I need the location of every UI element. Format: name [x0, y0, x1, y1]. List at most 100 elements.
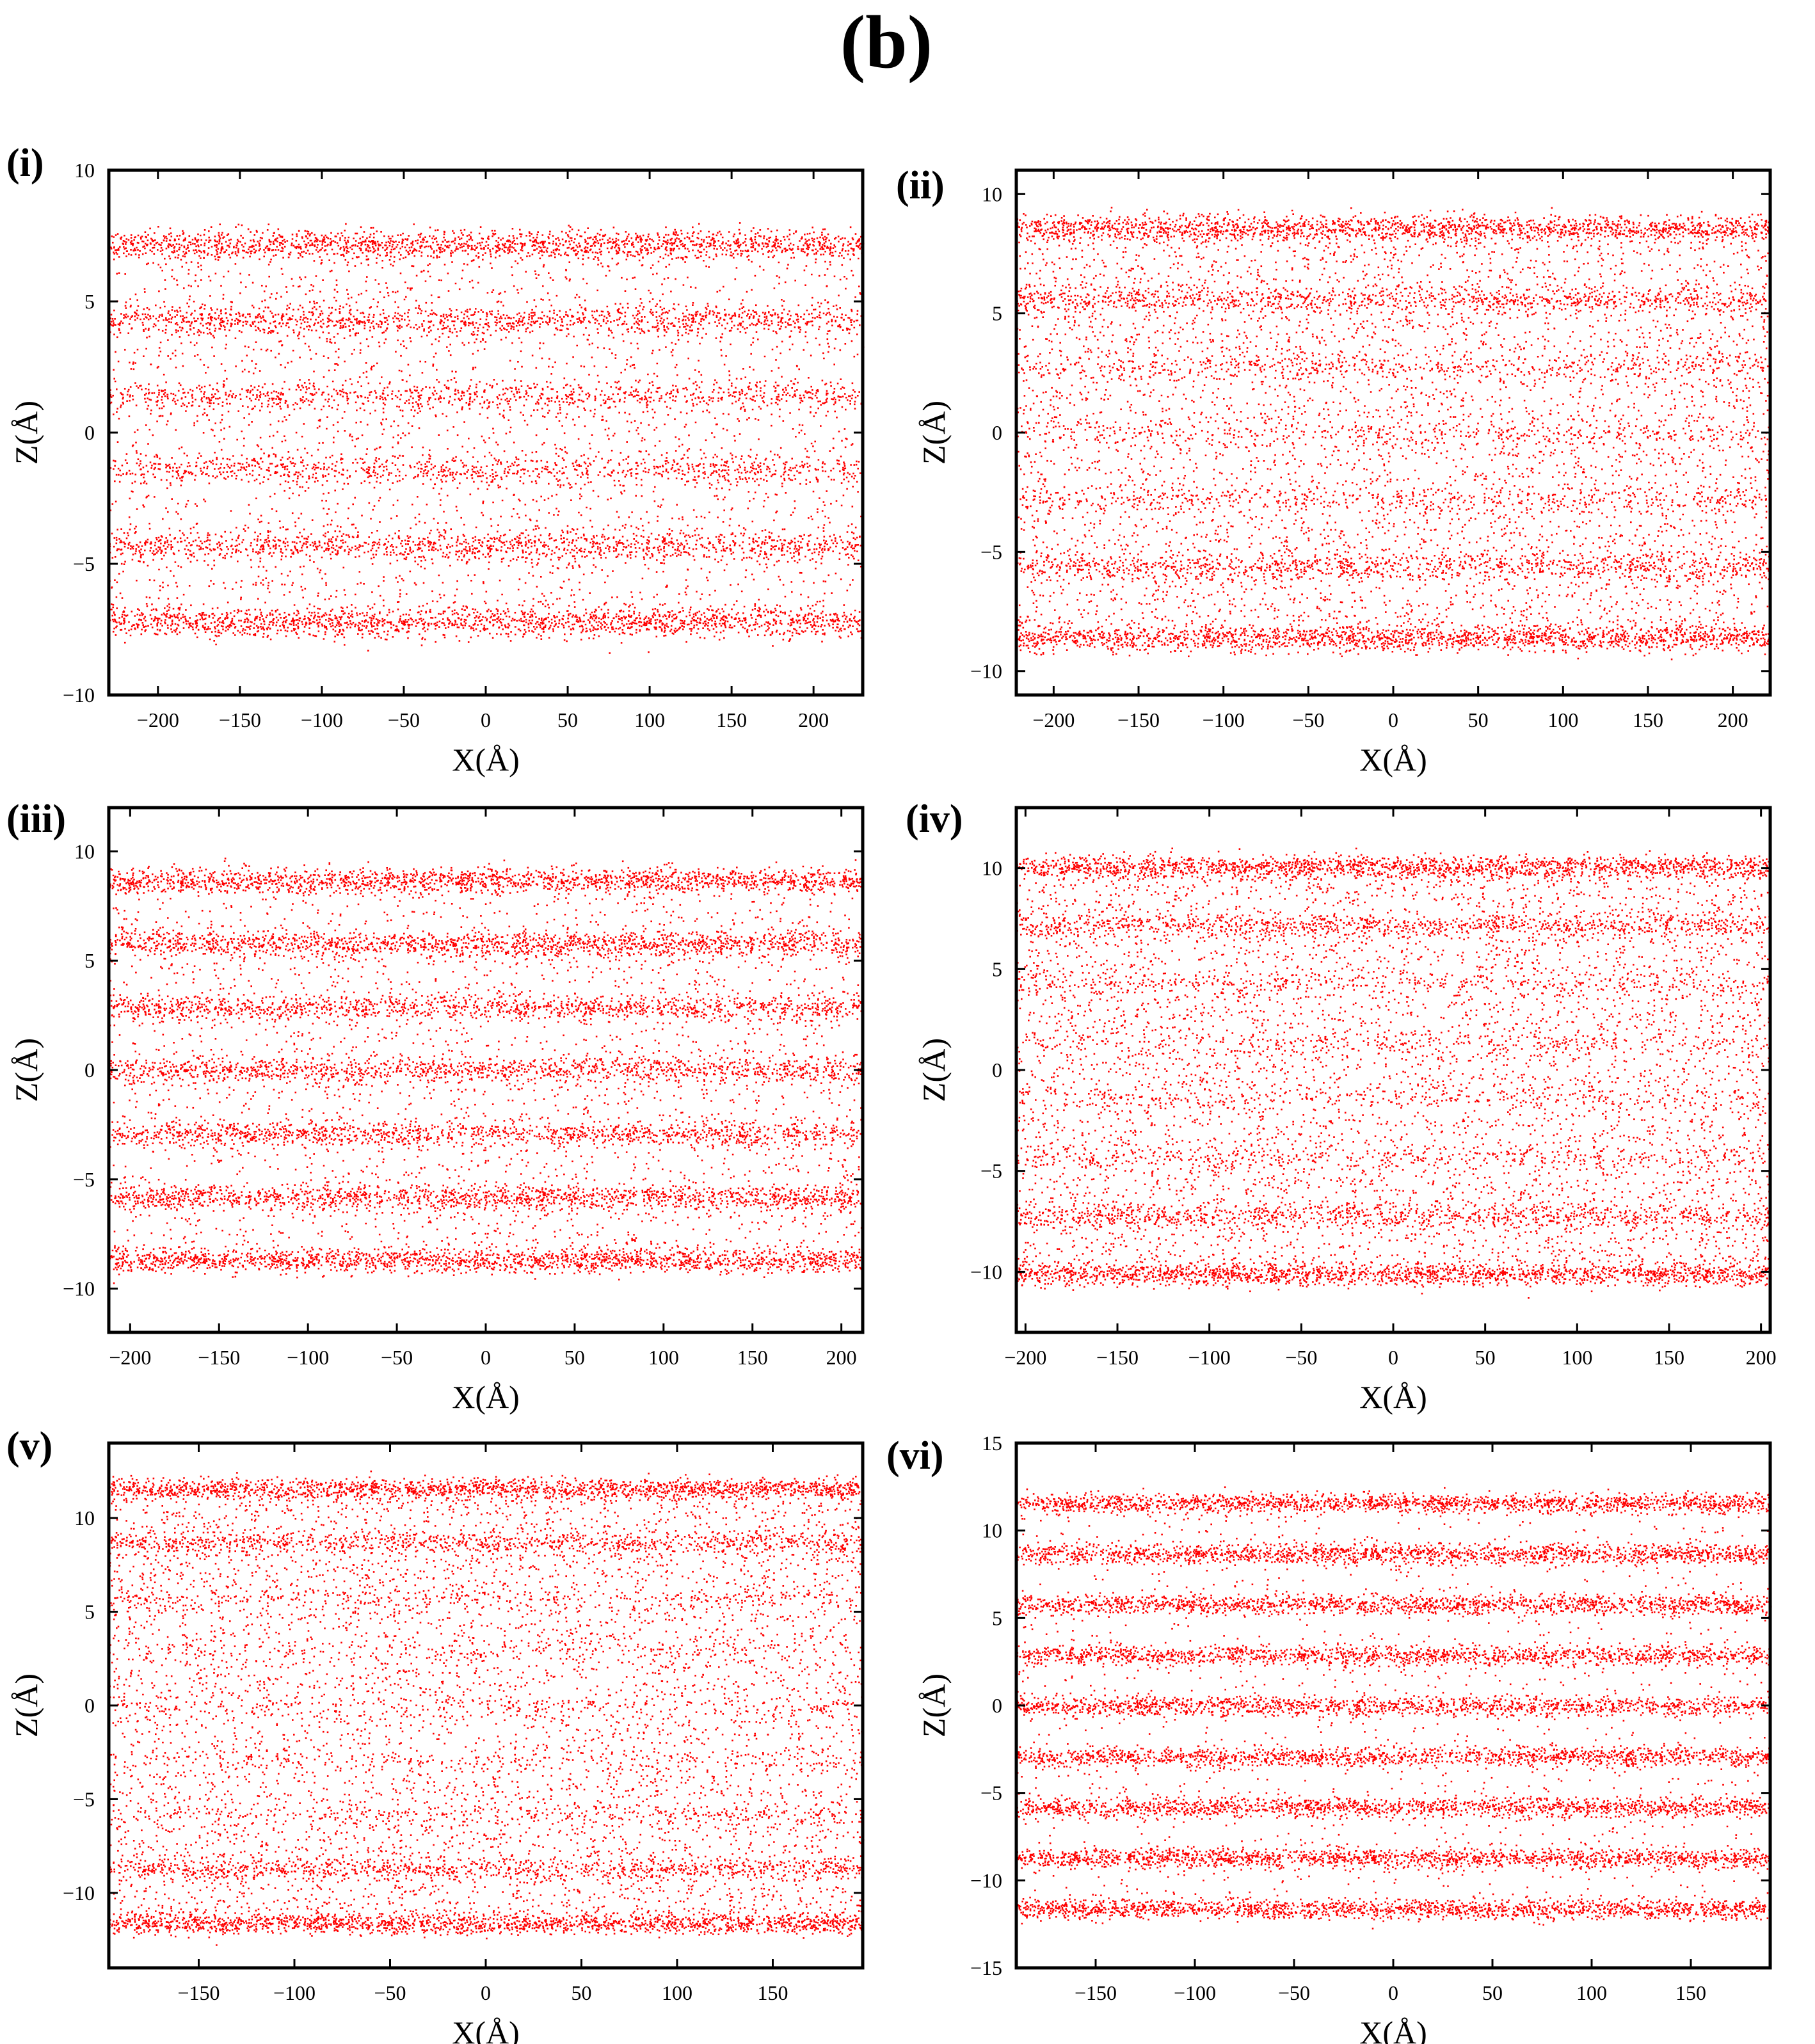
- y-tick-label: 0: [992, 421, 1002, 444]
- x-axis-label: X(Å): [1359, 1379, 1427, 1415]
- x-tick-label: 100: [1547, 708, 1578, 731]
- x-tick-label: 0: [1388, 1346, 1398, 1369]
- x-axis-label: X(Å): [452, 2015, 520, 2044]
- x-tick-label: −150: [1096, 1346, 1139, 1369]
- x-axis-label: X(Å): [1359, 742, 1427, 778]
- x-tick-label: −100: [287, 1346, 329, 1369]
- y-axis-label: Z(Å): [8, 1673, 44, 1737]
- panel-label: (i): [6, 141, 44, 185]
- y-tick-label: 10: [982, 1519, 1002, 1542]
- x-tick-label: 0: [481, 1981, 491, 2004]
- scatter-points: [109, 222, 865, 654]
- y-tick-label: −5: [73, 552, 95, 575]
- x-tick-label: 100: [634, 708, 665, 731]
- y-tick-label: 0: [84, 1694, 95, 1717]
- x-tick-label: −150: [1075, 1981, 1117, 2004]
- y-tick-label: 5: [84, 290, 95, 313]
- x-tick-label: 200: [1746, 1346, 1777, 1369]
- x-tick-label: 50: [1482, 1981, 1503, 2004]
- y-axis-label: Z(Å): [916, 1673, 952, 1737]
- y-tick-label: 5: [84, 949, 95, 972]
- scatter-points: [1016, 207, 1772, 660]
- x-tick-label: 150: [737, 1346, 768, 1369]
- x-tick-label: 150: [757, 1981, 788, 2004]
- panel-label: (iv): [906, 797, 963, 841]
- x-tick-label: 0: [481, 708, 491, 731]
- x-tick-label: −100: [1203, 708, 1245, 731]
- y-axis-label: Z(Å): [8, 1038, 44, 1102]
- x-tick-label: −50: [374, 1981, 406, 2004]
- y-axis-label: Z(Å): [916, 1038, 952, 1102]
- y-tick-label: 5: [992, 957, 1002, 980]
- x-tick-label: 200: [798, 708, 829, 731]
- y-tick-label: 0: [84, 421, 95, 444]
- x-tick-label: 100: [1562, 1346, 1592, 1369]
- plot-frame: [107, 1441, 865, 1970]
- y-tick-label: −5: [980, 540, 1002, 563]
- x-tick-label: −200: [137, 708, 179, 731]
- x-tick-label: −150: [1117, 708, 1160, 731]
- x-tick-label: −50: [1278, 1981, 1310, 2004]
- x-tick-label: 150: [1654, 1346, 1684, 1369]
- y-tick-label: 10: [982, 182, 1002, 205]
- y-tick-label: 0: [84, 1058, 95, 1082]
- x-tick-label: −100: [273, 1981, 316, 2004]
- y-tick-label: −10: [970, 1869, 1002, 1892]
- x-tick-label: 150: [716, 708, 747, 731]
- y-tick-label: 5: [992, 302, 1002, 325]
- x-tick-label: 0: [481, 1346, 491, 1369]
- x-axis-label: X(Å): [1359, 2015, 1427, 2044]
- x-tick-label: 50: [1475, 1346, 1496, 1369]
- y-axis-label: Z(Å): [916, 401, 952, 465]
- x-tick-label: −100: [301, 708, 343, 731]
- panel-label: (v): [6, 1425, 52, 1468]
- panel-label: (vi): [886, 1434, 944, 1478]
- x-tick-label: 200: [1718, 708, 1748, 731]
- x-tick-label: 200: [826, 1346, 857, 1369]
- scatter-points: [109, 858, 865, 1284]
- y-tick-label: 10: [74, 1506, 95, 1529]
- x-tick-label: 50: [1468, 708, 1489, 731]
- x-tick-label: −100: [1188, 1346, 1231, 1369]
- y-tick-label: −10: [63, 1277, 95, 1300]
- chart-panel: −150 −100 −50 0 50 100 150−15−10−5051015X(Å)Z(…: [886, 1432, 1772, 2044]
- x-axis-label: X(Å): [452, 742, 520, 778]
- x-tick-label: −50: [1292, 708, 1324, 731]
- y-tick-label: −10: [63, 1881, 95, 1904]
- y-tick-label: −10: [970, 660, 1002, 683]
- x-axis-label: X(Å): [452, 1379, 520, 1415]
- y-axis-label: Z(Å): [8, 401, 44, 465]
- x-tick-label: −200: [1004, 1346, 1046, 1369]
- x-tick-label: 0: [1388, 1981, 1398, 2004]
- x-tick-label: 50: [557, 708, 578, 731]
- x-tick-label: 100: [662, 1981, 692, 2004]
- y-tick-label: 0: [992, 1058, 1002, 1082]
- x-tick-label: −200: [1032, 708, 1075, 731]
- y-tick-label: 0: [992, 1694, 1002, 1717]
- y-tick-label: −10: [970, 1260, 1002, 1283]
- y-tick-label: −5: [73, 1168, 95, 1191]
- x-tick-label: −150: [219, 708, 261, 731]
- y-tick-label: −5: [980, 1160, 1002, 1183]
- scatter-points: [109, 1470, 865, 1946]
- x-tick-label: −50: [1285, 1346, 1317, 1369]
- x-tick-label: 150: [1633, 708, 1663, 731]
- chart-panel: −200 −150 −100 −50 0 50 100 150 200−10−50510X(Å)…: [6, 797, 865, 1415]
- x-tick-label: −200: [109, 1346, 151, 1369]
- y-tick-label: −5: [73, 1787, 95, 1810]
- x-tick-label: 100: [648, 1346, 679, 1369]
- chart-panel: −200 −150 −100 −50 0 50 100 150 200−10−50510X(Å)…: [6, 141, 865, 778]
- scatter-points: [1016, 1486, 1772, 1929]
- plot-frame: [1014, 806, 1772, 1334]
- y-tick-label: 10: [982, 857, 1002, 880]
- x-tick-label: 50: [564, 1346, 585, 1369]
- y-tick-label: −10: [63, 683, 95, 707]
- x-tick-label: 0: [1388, 708, 1398, 731]
- x-tick-label: 150: [1675, 1981, 1706, 2004]
- chart-panel: −200 −150 −100 −50 0 50 100 150 200−10−50510X(Å)…: [896, 164, 1772, 778]
- x-tick-label: 50: [571, 1981, 591, 2004]
- panel-label: (ii): [896, 164, 945, 207]
- x-tick-label: −50: [381, 1346, 413, 1369]
